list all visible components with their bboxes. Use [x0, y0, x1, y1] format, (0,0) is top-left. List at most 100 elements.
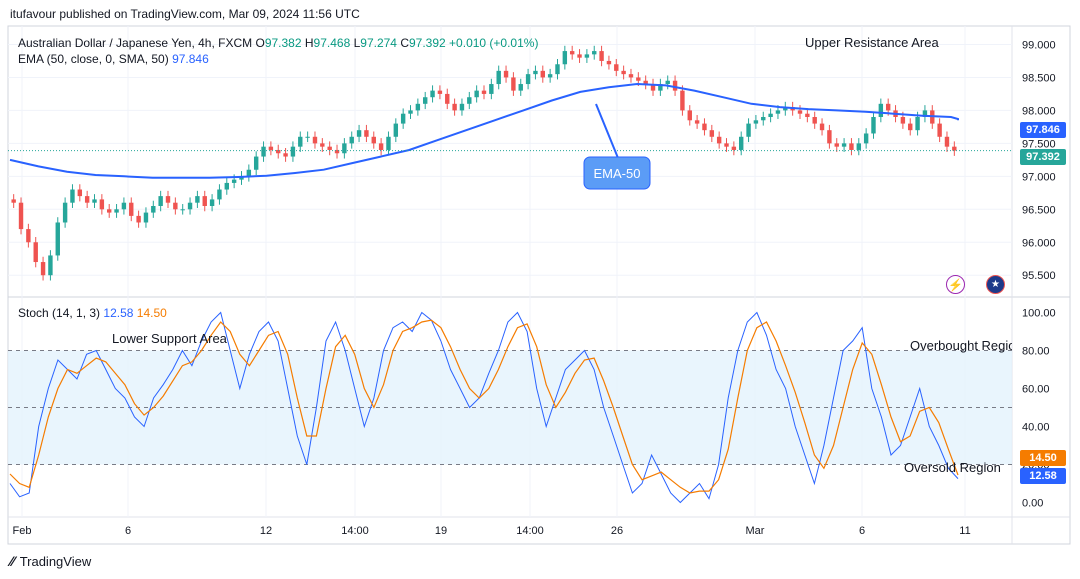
candle-body: [680, 90, 685, 111]
ema-label: EMA (50, close, 0, SMA, 50): [18, 52, 169, 66]
candle-body: [812, 117, 817, 124]
candle-body: [55, 222, 60, 256]
time-tick-label: 12: [260, 525, 272, 537]
candle-body: [658, 84, 663, 91]
price-tick-label: 97.500: [1022, 138, 1056, 150]
upper-resistance-label: Upper Resistance Area: [805, 35, 939, 50]
tradingview-logo[interactable]: ⁄⁄ TradingView: [10, 553, 91, 569]
candle-body: [856, 143, 861, 150]
candle-body: [481, 90, 487, 94]
price-tick-label: 96.500: [1022, 204, 1056, 216]
candle-body: [165, 196, 171, 203]
candle-body: [511, 77, 516, 91]
overbought-label: Overbought Region: [910, 338, 1012, 353]
candle-body: [151, 206, 156, 213]
candle-body: [878, 103, 884, 117]
candle-body: [569, 51, 575, 55]
low-label: L: [353, 36, 361, 50]
candle-body: [246, 169, 252, 177]
candle-body: [305, 136, 310, 138]
stoch-tick-label: 100.00: [1022, 308, 1056, 320]
low-value: 97.274: [360, 36, 397, 50]
candle-body: [547, 74, 553, 78]
candle-body: [797, 110, 803, 114]
ema-line: [9, 82, 959, 179]
candle-body: [724, 143, 729, 147]
candle-body: [48, 255, 53, 276]
candle-body: [400, 113, 406, 124]
stoch-tick-label: 40.00: [1022, 422, 1050, 434]
candle-body: [386, 136, 391, 150]
time-axis-ticks: Feb 6 12 14:00 19 14:00 26 Mar 6 11: [13, 525, 971, 537]
stoch-band: [8, 350, 1012, 465]
ema-legend-value: 97.846: [172, 52, 209, 66]
close-label: C: [400, 36, 409, 50]
candle-body: [555, 64, 560, 75]
candle-body: [871, 117, 876, 134]
candle-body: [731, 146, 737, 150]
price-tick-label: 98.000: [1022, 105, 1056, 117]
candle-body: [525, 74, 531, 85]
stoch-label: Stoch (14, 1, 3): [18, 306, 101, 320]
last-price-tag: 97.392: [1020, 149, 1066, 165]
candle-body: [342, 143, 347, 154]
candle-body: [62, 202, 68, 223]
symbol-legend: Australian Dollar / Japanese Yen, 4h, FX…: [18, 36, 538, 50]
stoch-d-tag: 14.50: [1020, 450, 1066, 466]
candle-body: [518, 84, 523, 91]
price-tick-label: 96.000: [1022, 237, 1056, 249]
candle-body: [849, 143, 854, 150]
candle-body: [489, 84, 494, 94]
flag-icon[interactable]: ★: [986, 275, 1005, 294]
stoch-d-line: [9, 319, 959, 494]
price-axis-ticks: 95.500 96.000 96.500 97.000 97.500 98.000 98.5…: [1022, 39, 1056, 282]
candle-body: [202, 196, 207, 206]
candle-body: [136, 215, 141, 223]
candle-body: [687, 110, 692, 121]
candle-body: [452, 103, 457, 111]
candle-body: [665, 80, 670, 85]
candle-body: [592, 51, 597, 55]
lightning-icon[interactable]: ⚡: [946, 275, 965, 294]
candle-body: [716, 136, 722, 144]
candle-body: [121, 202, 127, 210]
open-label: O: [255, 36, 265, 50]
candle-body: [393, 123, 399, 137]
lower-support-label: Lower Support Area: [112, 331, 227, 346]
candle-body: [327, 146, 332, 150]
candle-body: [77, 189, 83, 197]
candle-body: [320, 143, 325, 147]
candle-body: [606, 60, 612, 65]
candle-body: [672, 80, 678, 91]
stoch-band-fill: [8, 350, 1012, 465]
candle-body: [805, 113, 810, 117]
candle-body: [437, 90, 443, 94]
high-value: 97.468: [313, 36, 351, 50]
candle-body: [26, 229, 31, 243]
stoch-legend: Stoch (14, 1, 3) 12.58 14.50: [18, 306, 167, 320]
candle-body: [562, 51, 568, 65]
candle-body: [33, 242, 38, 263]
candle-body: [577, 54, 582, 58]
candle-body: [819, 123, 825, 131]
chart-frame: [7, 25, 1071, 545]
candle-body: [92, 199, 97, 203]
candle-body: [827, 130, 832, 144]
candle-body: [702, 123, 707, 131]
candle-body: [775, 110, 781, 114]
candle-body: [129, 202, 134, 216]
candle-body: [922, 110, 928, 117]
candle-body: [834, 143, 839, 147]
candle-body: [209, 199, 215, 206]
stoch-tick-label: 80.00: [1022, 346, 1050, 358]
candle-body: [298, 136, 303, 147]
candle-body: [768, 113, 773, 117]
candle-body: [533, 70, 538, 75]
candle-body: [584, 54, 590, 58]
candle-body: [114, 209, 119, 213]
ema-price-tag: 97.846: [1020, 122, 1066, 138]
candle-body: [173, 202, 178, 210]
candle-body: [952, 146, 957, 151]
high-label: H: [304, 36, 314, 50]
candle-body: [746, 123, 751, 137]
